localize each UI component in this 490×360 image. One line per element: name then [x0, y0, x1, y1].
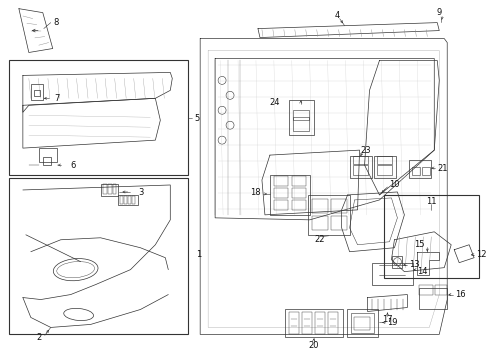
Text: 21: 21	[437, 163, 448, 172]
Bar	[292, 188, 306, 198]
Text: 13: 13	[409, 260, 420, 269]
Bar	[377, 165, 392, 175]
Bar	[346, 310, 378, 337]
Text: 12: 12	[476, 250, 487, 259]
Bar	[274, 200, 288, 210]
Bar	[43, 157, 51, 165]
Bar	[435, 285, 447, 294]
Bar	[102, 184, 106, 194]
Bar	[270, 175, 310, 215]
Text: 19: 19	[388, 318, 398, 327]
Bar	[100, 184, 119, 196]
Bar	[308, 195, 349, 235]
Bar	[132, 196, 135, 204]
Text: 2: 2	[36, 333, 42, 342]
Text: 7: 7	[54, 94, 59, 103]
Bar	[107, 184, 112, 194]
Bar	[113, 184, 117, 194]
Bar	[422, 167, 430, 175]
Bar	[119, 195, 138, 205]
Text: 6: 6	[70, 161, 75, 170]
Bar	[409, 160, 431, 178]
Bar	[274, 188, 288, 198]
Bar	[293, 110, 309, 120]
Bar	[9, 60, 188, 175]
Bar	[354, 318, 369, 330]
Text: 1: 1	[196, 250, 201, 259]
Bar	[121, 196, 123, 204]
Text: 15: 15	[414, 240, 424, 249]
Bar	[385, 195, 479, 278]
Text: 23: 23	[360, 145, 371, 154]
Text: 3: 3	[138, 188, 144, 197]
Bar	[128, 196, 131, 204]
Text: 24: 24	[270, 98, 280, 107]
Bar	[293, 117, 309, 131]
Bar	[9, 178, 188, 334]
Text: 5: 5	[194, 114, 199, 123]
Text: 8: 8	[53, 18, 58, 27]
Text: 4: 4	[335, 11, 340, 20]
Text: 11: 11	[426, 197, 437, 206]
Text: 18: 18	[249, 188, 260, 197]
Bar	[374, 156, 396, 178]
Bar	[353, 165, 368, 175]
Bar	[292, 200, 306, 210]
Bar	[331, 216, 346, 230]
Text: 16: 16	[455, 290, 466, 299]
Text: 14: 14	[417, 267, 428, 276]
Bar	[350, 314, 374, 333]
Bar	[392, 256, 402, 268]
Bar	[285, 310, 343, 337]
Bar	[315, 312, 325, 334]
Bar	[312, 199, 328, 213]
Bar	[34, 90, 40, 96]
Bar	[377, 156, 392, 164]
Bar	[353, 156, 368, 164]
Bar	[371, 263, 414, 285]
Bar	[31, 84, 43, 100]
Bar	[419, 288, 447, 310]
Bar	[289, 312, 299, 334]
Text: 9: 9	[437, 8, 442, 17]
Bar	[331, 199, 346, 213]
Text: 22: 22	[315, 235, 325, 244]
Bar	[302, 312, 312, 334]
Bar	[419, 285, 433, 294]
Bar	[349, 156, 371, 178]
Bar	[124, 196, 127, 204]
Bar	[292, 176, 306, 186]
Text: 20: 20	[309, 341, 319, 350]
Text: 17: 17	[382, 315, 393, 324]
Bar	[328, 312, 338, 334]
Bar	[39, 148, 57, 162]
Text: 10: 10	[389, 180, 400, 189]
Bar	[274, 176, 288, 186]
Bar	[289, 100, 314, 135]
Bar	[312, 216, 328, 230]
Bar	[413, 167, 420, 175]
